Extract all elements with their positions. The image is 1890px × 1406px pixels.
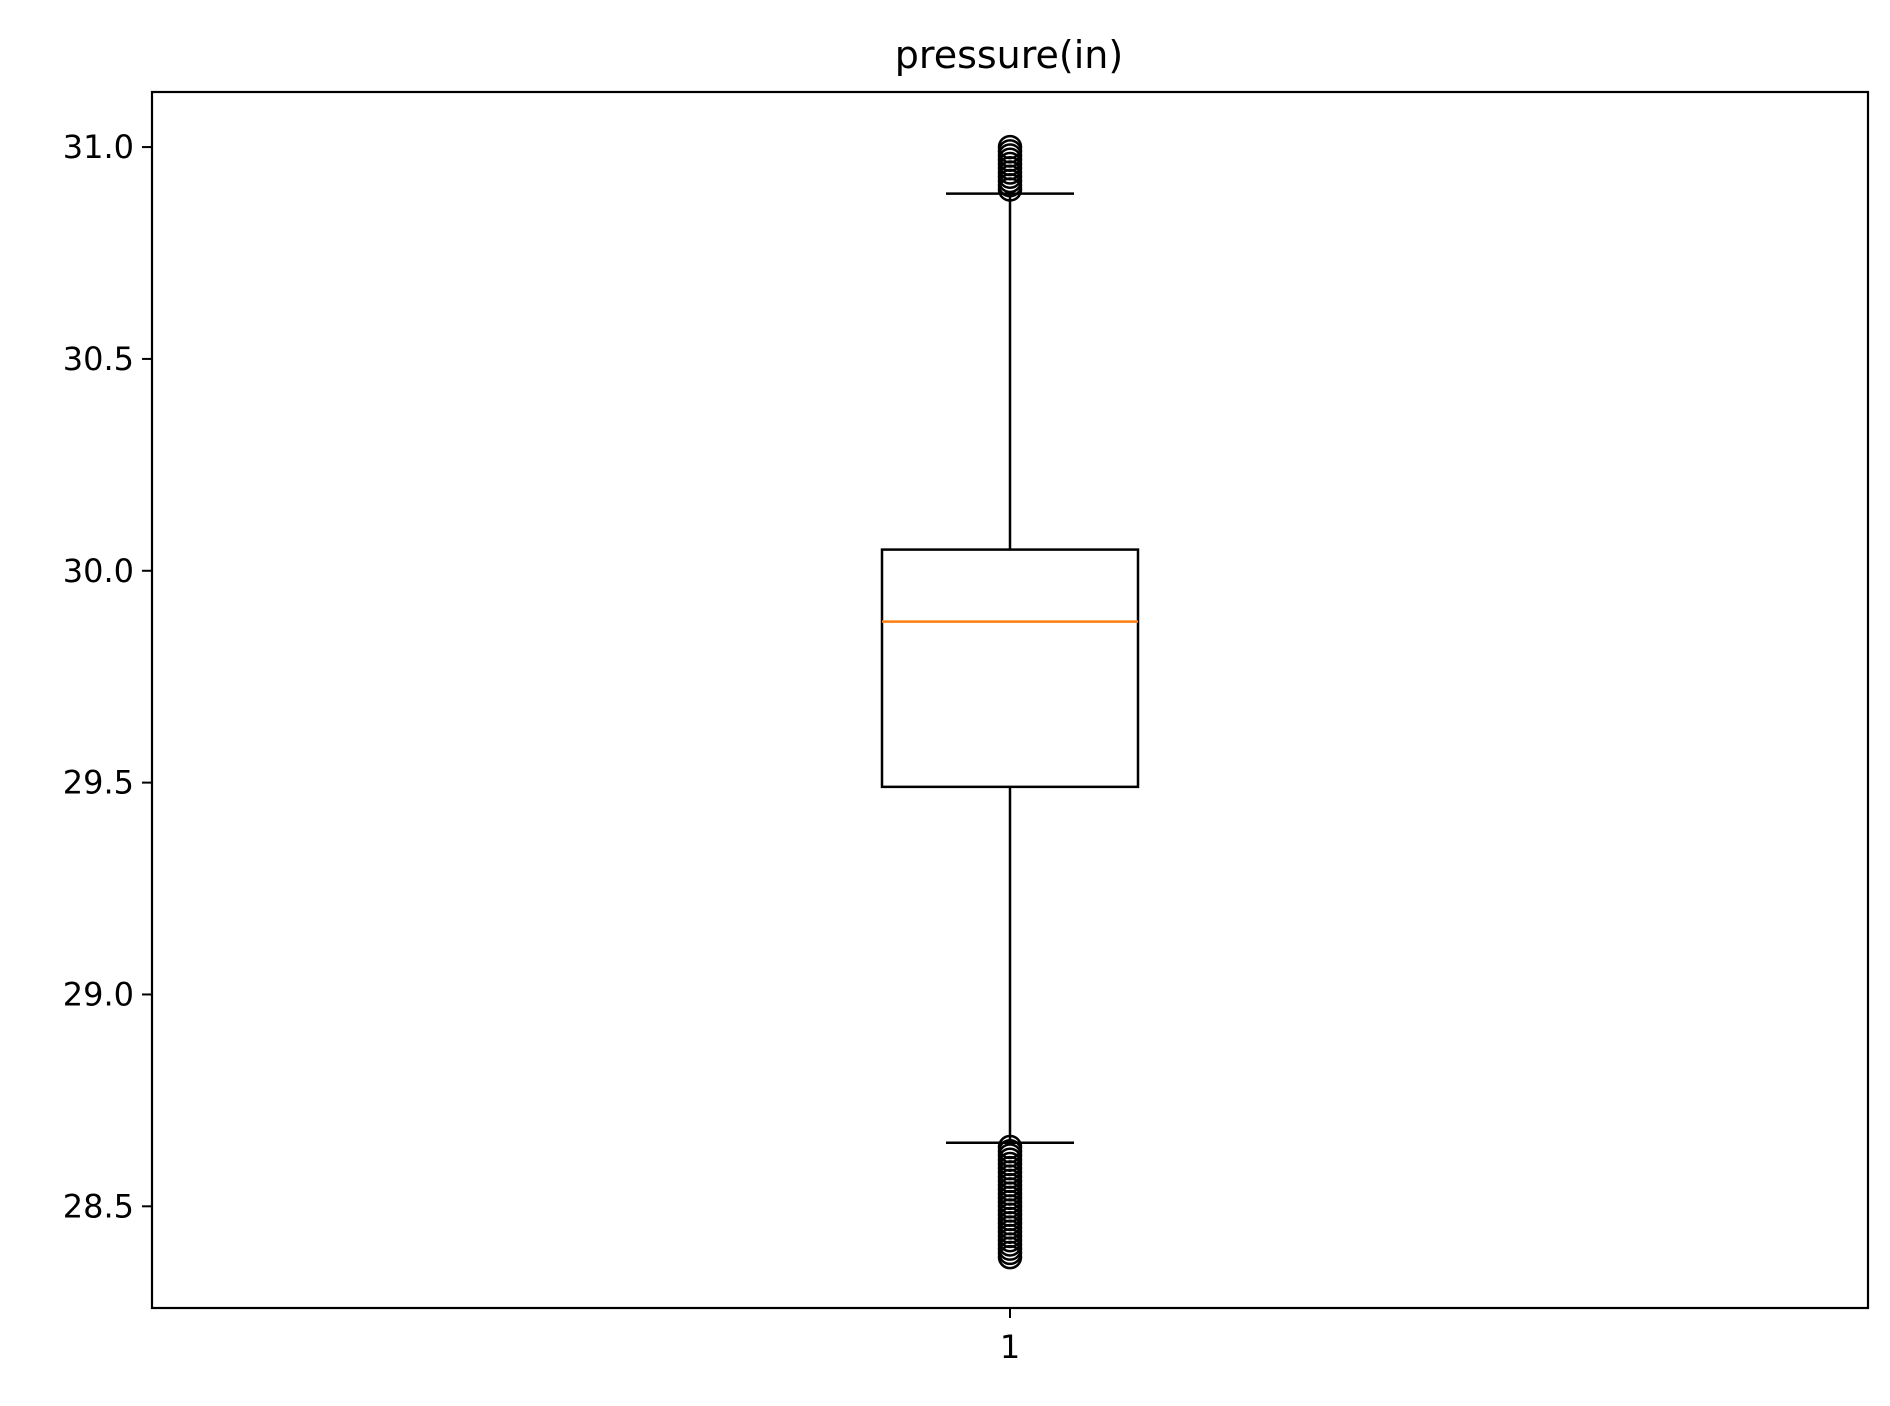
x-axis: 1 <box>1000 1308 1020 1366</box>
outlier-low <box>997 1134 1023 1160</box>
y-tick-label: 28.5 <box>63 1187 134 1225</box>
y-axis: 28.5 29.0 29.5 30.0 30.5 31.0 <box>63 128 152 1225</box>
outlier-high <box>997 134 1023 160</box>
y-tick-label: 29.0 <box>63 975 134 1013</box>
y-tick-label: 31.0 <box>63 128 134 166</box>
y-tick-label: 29.5 <box>63 764 134 802</box>
x-tick-label: 1 <box>1000 1328 1020 1366</box>
box-iqr <box>880 548 1140 789</box>
chart-title: pressure(in) <box>895 33 1123 77</box>
chart-marks <box>880 134 1140 1270</box>
y-tick-label: 30.5 <box>63 340 134 378</box>
y-tick-label: 30.0 <box>63 552 134 590</box>
